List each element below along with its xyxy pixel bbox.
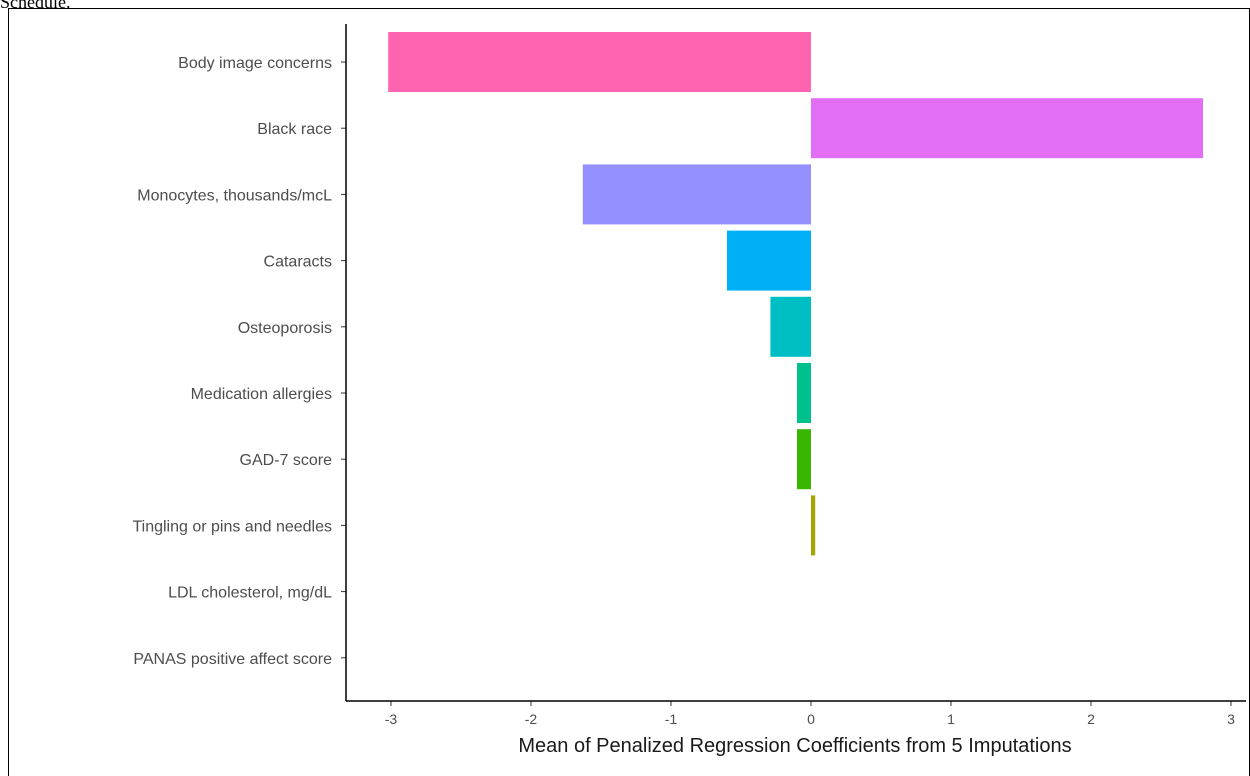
- x-tick-label-1: -2: [525, 711, 538, 727]
- y-tick-label-6: GAD-7 score: [240, 452, 333, 469]
- bar-7: [811, 495, 816, 556]
- x-tick-label-5: 2: [1087, 711, 1095, 727]
- y-tick-label-2: Monocytes, thousands/mcL: [137, 187, 332, 204]
- y-tick-label-5: Medication allergies: [191, 386, 332, 403]
- bar-2: [582, 164, 811, 225]
- partial-caption-text: Schedule.: [0, 0, 71, 12]
- y-tick-label-4: Osteoporosis: [238, 320, 332, 337]
- bar-6: [797, 429, 811, 490]
- y-tick-label-0: Body image concerns: [178, 55, 332, 72]
- y-tick-label-7: Tingling or pins and needles: [132, 518, 332, 535]
- y-tick-label-1: Black race: [257, 121, 332, 138]
- x-tick-label-6: 3: [1227, 711, 1235, 727]
- y-axis-labels: Body image concerns Black race Monocytes, …: [132, 55, 332, 668]
- x-tick-label-2: -1: [665, 711, 678, 727]
- bar-5: [797, 363, 811, 423]
- bar-3: [727, 230, 811, 291]
- bar-1: [811, 98, 1203, 159]
- x-axis: -3 -2 -1 0 1 2 3: [385, 701, 1235, 727]
- x-tick-label-4: 1: [947, 711, 955, 727]
- bar-0: [388, 32, 811, 92]
- y-tick-label-8: LDL cholesterol, mg/dL: [168, 585, 332, 602]
- y-axis-ticks: [341, 61, 346, 659]
- y-tick-label-9: PANAS positive affect score: [133, 651, 332, 668]
- x-axis-title: Mean of Penalized Regression Coefficient…: [518, 735, 1071, 757]
- x-tick-label-0: -3: [385, 711, 398, 727]
- y-tick-label-3: Cataracts: [264, 254, 332, 271]
- bar-4: [770, 296, 811, 357]
- bar-series: [388, 32, 1203, 556]
- x-tick-label-3: 0: [807, 711, 815, 727]
